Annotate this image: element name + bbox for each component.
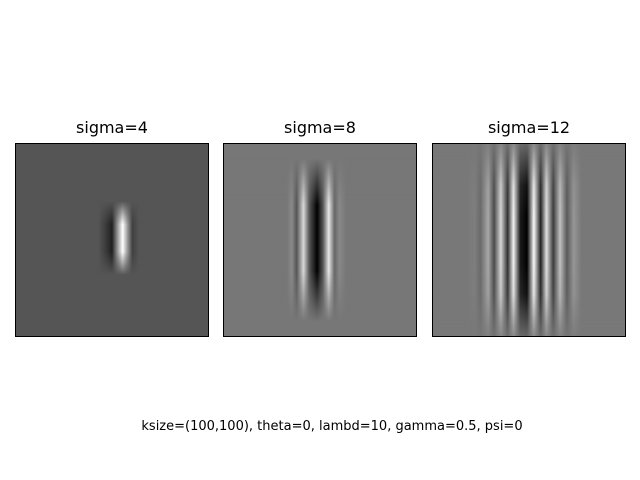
figure-caption: ksize=(100,100), theta=0, lambd=10, gamm… <box>0 418 640 436</box>
panel-title-sigma-4: sigma=4 <box>15 118 209 138</box>
gabor-panel-sigma-4 <box>15 143 209 337</box>
panel-title-sigma-8: sigma=8 <box>223 118 417 138</box>
gabor-panel-sigma-8 <box>223 143 417 337</box>
gabor-panel-sigma-12 <box>432 143 626 337</box>
panel-title-sigma-12: sigma=12 <box>432 118 626 138</box>
